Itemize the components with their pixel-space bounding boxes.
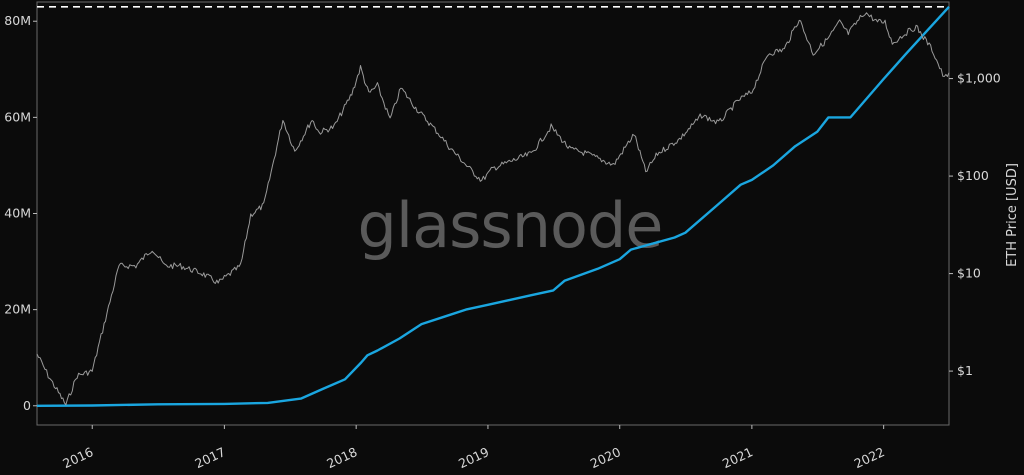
series-layer (36, 5, 950, 407)
x-tick-label: 2020 (588, 444, 623, 471)
left-tick-label: 20M (4, 302, 31, 317)
x-tick-label: 2021 (720, 444, 755, 471)
right-tick-label: $1,000 (957, 71, 1001, 86)
right-tick-label: $1 (957, 363, 973, 378)
right-tick-label: $10 (957, 266, 981, 281)
right-axis-ticks: $1 $10 $100 $1,000 (949, 71, 1001, 378)
right-tick-label: $100 (957, 168, 989, 183)
x-tick-label: 2019 (456, 444, 491, 471)
primary-series-line (36, 5, 950, 407)
left-tick-label: 80M (4, 13, 31, 28)
left-axis-ticks: 0 20M 40M 60M 80M (4, 13, 37, 413)
x-tick-label: 2022 (852, 444, 887, 471)
x-axis-ticks: 2016 2017 2018 2019 2020 2021 2022 (60, 425, 887, 471)
x-tick-label: 2018 (324, 444, 359, 471)
eth-price-line (36, 12, 950, 406)
left-tick-label: 0 (23, 398, 31, 413)
right-axis-label: ETH Price [USD] (1005, 163, 1020, 267)
left-tick-label: 40M (4, 206, 31, 221)
watermark-text: glassnode (358, 189, 663, 262)
x-tick-label: 2016 (60, 444, 95, 471)
watermark-layer: glassnode (358, 189, 664, 262)
x-tick-label: 2017 (192, 444, 227, 471)
left-tick-label: 60M (4, 109, 31, 124)
